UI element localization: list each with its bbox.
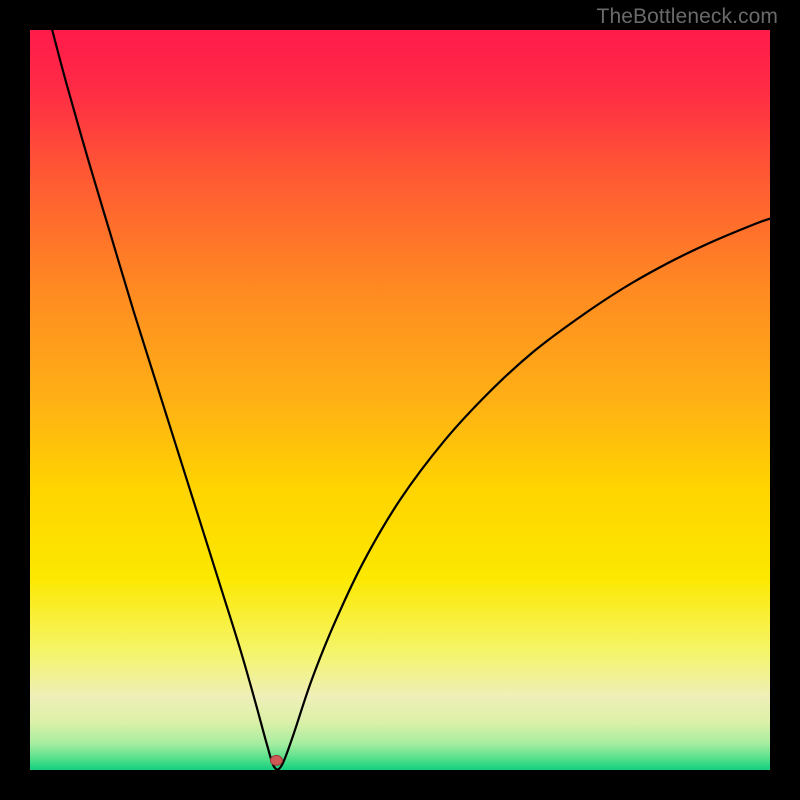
optimum-marker (270, 755, 282, 765)
watermark-text: TheBottleneck.com (597, 5, 778, 29)
bottleneck-curve (30, 30, 770, 770)
plot-area (30, 30, 770, 770)
